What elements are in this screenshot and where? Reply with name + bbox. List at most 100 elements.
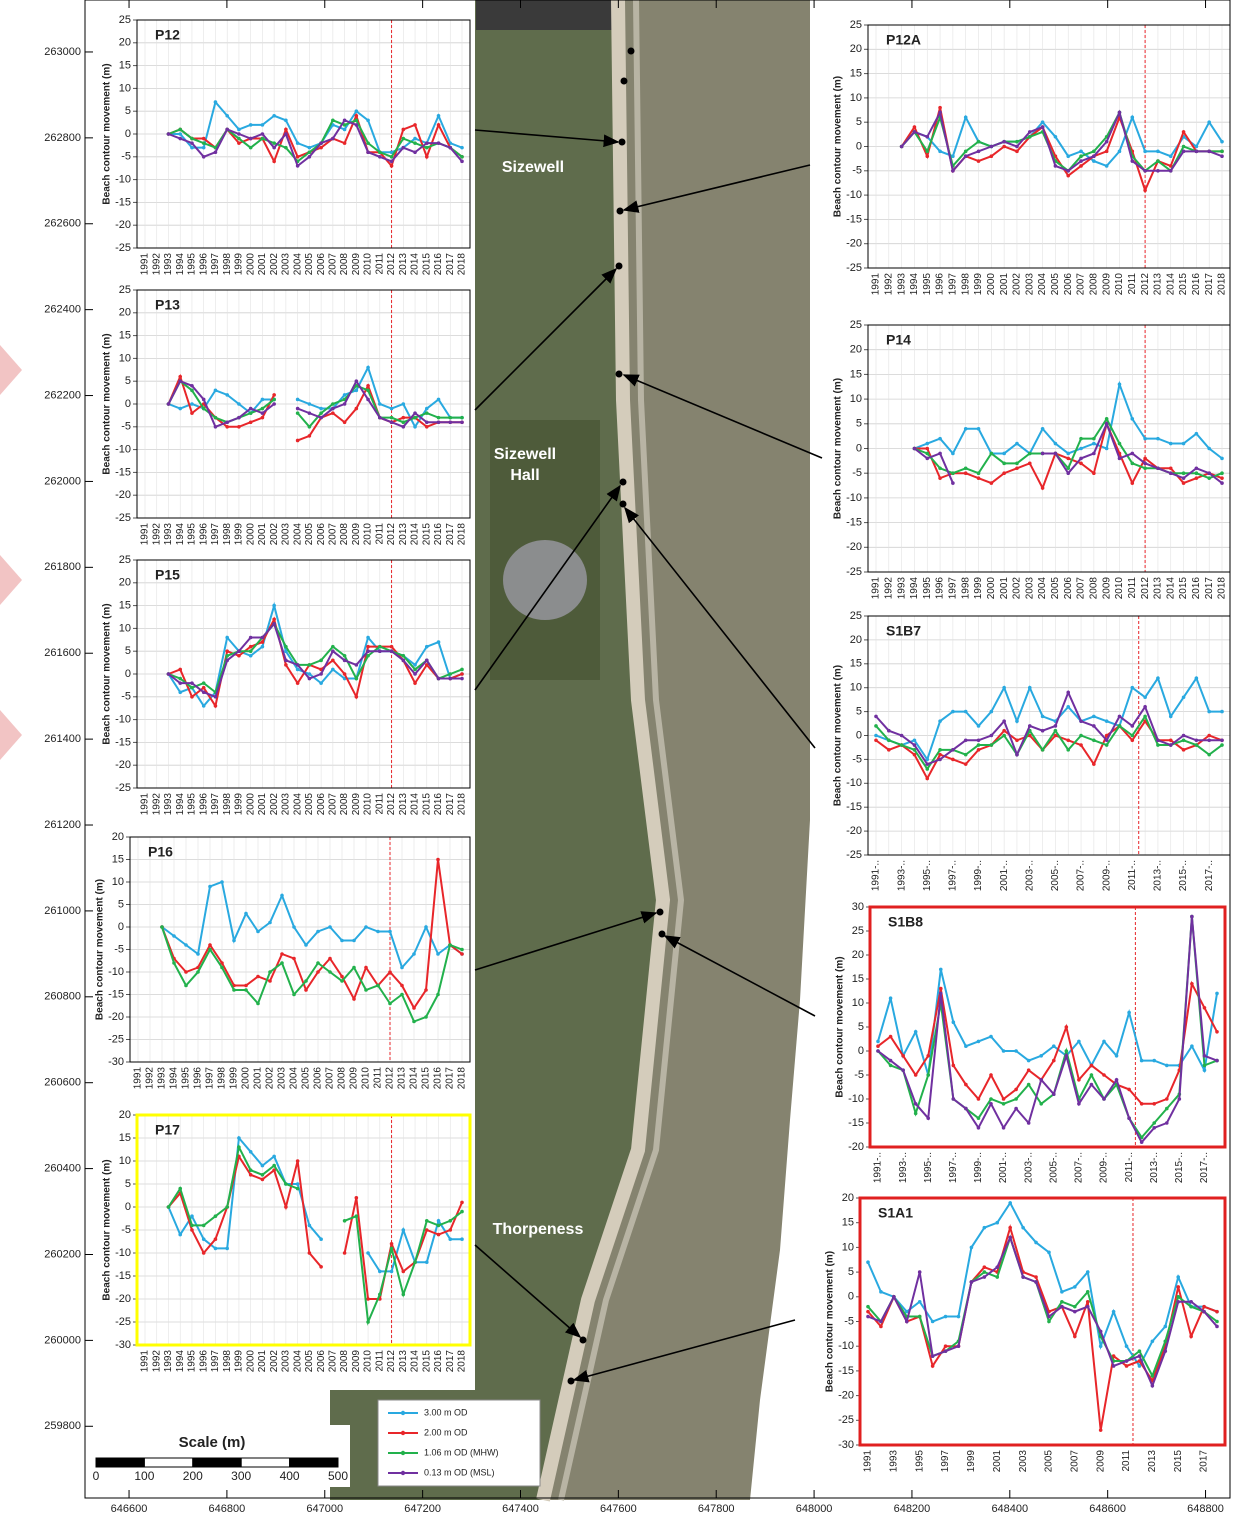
x-tick-label: 2001-.. xyxy=(998,1152,1009,1183)
data-point xyxy=(1014,1087,1018,1092)
data-point xyxy=(1085,1270,1090,1274)
data-point xyxy=(1008,1201,1012,1205)
data-point xyxy=(366,1251,370,1255)
data-point xyxy=(1215,1319,1219,1324)
data-point xyxy=(1143,461,1147,466)
y-tick-label: 25 xyxy=(850,19,862,31)
data-point xyxy=(354,109,359,113)
data-point xyxy=(201,1223,206,1228)
data-point xyxy=(448,420,453,425)
data-point xyxy=(1051,1092,1056,1096)
data-point xyxy=(982,1265,987,1269)
data-point xyxy=(888,1063,893,1068)
data-point xyxy=(1066,173,1071,178)
x-tick-label: 2016 xyxy=(433,793,444,816)
data-point xyxy=(328,956,332,961)
y-tick-label: -25 xyxy=(846,849,862,861)
chart-frame xyxy=(868,905,1227,1149)
data-point xyxy=(307,425,312,429)
data-point xyxy=(1027,724,1032,728)
data-point xyxy=(413,136,417,141)
y-tick-label: -25 xyxy=(115,242,131,254)
data-point xyxy=(307,672,312,676)
data-line xyxy=(167,1135,322,1250)
data-point xyxy=(448,676,453,681)
y-tick-label: -25 xyxy=(846,566,862,578)
data-point xyxy=(1008,1235,1012,1240)
x-tick-label: 1993-.. xyxy=(898,1152,909,1183)
data-point xyxy=(938,476,942,480)
data-point xyxy=(401,1269,406,1274)
x-tick-label: 1991 xyxy=(871,577,882,600)
data-point xyxy=(874,738,878,743)
data-point xyxy=(888,1034,893,1039)
data-point xyxy=(307,676,312,681)
data-point xyxy=(938,436,942,441)
data-point xyxy=(237,141,241,145)
data-point xyxy=(378,644,382,649)
data-point xyxy=(319,1265,323,1269)
data-point xyxy=(1079,456,1083,461)
data-point xyxy=(331,402,335,406)
y-tick-label: 20 xyxy=(842,1192,854,1204)
data-point xyxy=(436,123,441,127)
data-point xyxy=(366,649,370,653)
chart-title: S1B8 xyxy=(888,914,923,930)
data-point xyxy=(1194,149,1199,154)
x-tick-label: 2011 xyxy=(374,793,385,815)
data-point xyxy=(272,402,276,406)
data-point xyxy=(244,988,248,992)
data-point xyxy=(1207,471,1211,476)
x-tick-label: 2012 xyxy=(385,1067,396,1090)
data-point xyxy=(899,144,904,149)
data-point xyxy=(1215,1030,1219,1034)
x-tick-label: 1994 xyxy=(175,253,186,276)
data-point xyxy=(1194,431,1199,436)
data-point xyxy=(1027,733,1032,738)
x-tick-label: 2010 xyxy=(1114,273,1125,296)
data-point xyxy=(248,1168,253,1172)
y-tick-label: -25 xyxy=(115,1316,131,1328)
data-point xyxy=(248,411,253,415)
data-point xyxy=(917,1270,922,1274)
data-line xyxy=(167,1144,298,1227)
data-point xyxy=(1163,1324,1168,1329)
y-tick-label: -25 xyxy=(846,262,862,274)
data-point xyxy=(995,1275,1000,1279)
data-point xyxy=(424,145,429,150)
data-point xyxy=(424,1015,428,1019)
data-point xyxy=(1181,130,1186,134)
data-point xyxy=(1130,733,1135,738)
data-point xyxy=(319,141,323,145)
x-tick-label: 2002 xyxy=(1012,577,1023,600)
legend-label: 1.06 m OD (MHW) xyxy=(424,1447,499,1457)
y-tick-label: 10 xyxy=(119,622,131,634)
land xyxy=(330,0,665,1500)
data-point xyxy=(424,1228,429,1232)
data-point xyxy=(389,1246,394,1251)
x-tick-label: 2017-.. xyxy=(1199,1152,1210,1183)
x-tick-label: 1991 xyxy=(140,253,151,276)
data-point xyxy=(913,1102,918,1106)
y-tick-label: -10 xyxy=(115,1247,131,1259)
y-tick-label: 0 xyxy=(125,1201,131,1213)
x-tick-label: 1997 xyxy=(210,253,221,276)
data-point xyxy=(307,1251,312,1255)
data-point xyxy=(1220,481,1224,485)
data-point xyxy=(1164,1121,1169,1125)
data-point xyxy=(213,100,218,104)
data-point xyxy=(1104,446,1109,451)
data-line xyxy=(168,119,463,168)
data-point xyxy=(378,415,382,420)
data-point xyxy=(304,988,308,992)
data-point xyxy=(938,752,942,757)
x-tick-label: 2001 xyxy=(999,273,1010,296)
data-point xyxy=(1181,733,1186,738)
data-point xyxy=(1089,1063,1094,1068)
data-point xyxy=(1181,481,1186,485)
data-point xyxy=(1164,1063,1169,1068)
data-point xyxy=(1117,382,1122,387)
data-point xyxy=(232,988,236,992)
data-point xyxy=(1156,676,1160,680)
data-point xyxy=(342,672,347,676)
